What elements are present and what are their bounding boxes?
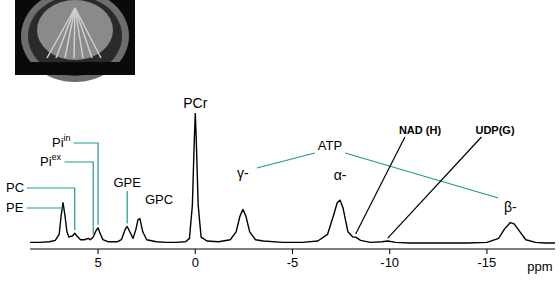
peak-label-text: GPC xyxy=(145,192,173,207)
tick-label: -15 xyxy=(478,255,497,270)
tick-mark xyxy=(98,249,99,254)
tick-mark xyxy=(389,249,390,254)
leader-line xyxy=(27,188,75,230)
leader-line xyxy=(27,207,63,208)
peak-label: GPC xyxy=(145,192,173,207)
spectrum-line xyxy=(30,113,555,243)
tick-label: -5 xyxy=(287,255,299,270)
tick-mark xyxy=(195,249,196,254)
peak-label: β- xyxy=(504,199,517,215)
peak-label: UDP(G) xyxy=(475,124,514,136)
peak-label-text: Pi xyxy=(52,135,64,150)
leader-line xyxy=(388,137,482,238)
peak-label: PCr xyxy=(183,95,207,111)
inset-fold xyxy=(65,8,75,58)
peak-label-text: PCr xyxy=(183,95,207,111)
peak-label-text: β- xyxy=(504,199,517,215)
peak-label-text: GPE xyxy=(113,175,141,190)
peak-label-text: Pi xyxy=(40,154,52,169)
peak-label: PC xyxy=(6,180,24,195)
inset-fold xyxy=(74,8,75,58)
leader-line xyxy=(257,153,315,168)
tick-label: -10 xyxy=(380,255,399,270)
inset-fold xyxy=(75,8,92,58)
peak-label-text: ATP xyxy=(318,138,342,153)
tick-mark xyxy=(486,249,487,254)
x-axis: 5 0 -5 -10 -15 ppm xyxy=(30,249,555,274)
peak-label-superscript: ex xyxy=(52,152,62,162)
plot-area xyxy=(30,113,555,243)
peak-label: Piex xyxy=(40,152,62,169)
leader-line xyxy=(127,191,128,224)
inset-tissue xyxy=(37,0,113,60)
peak-label-superscript: in xyxy=(64,133,71,143)
inset-fold xyxy=(56,8,75,58)
leader-line xyxy=(356,137,405,234)
peak-label-text: NAD (H) xyxy=(399,124,441,136)
annotations: PEPCPiexPiinGPEGPCPCrγ-ATPα-NAD (H)UDP(G… xyxy=(6,95,517,238)
inset-fold xyxy=(47,8,75,58)
peak-label-text: PE xyxy=(6,200,24,215)
leader-line xyxy=(74,143,98,225)
peak-label-text: γ- xyxy=(237,165,249,181)
peak-label: NAD (H) xyxy=(399,124,441,136)
peak-label: γ- xyxy=(237,165,249,181)
peak-label: PE xyxy=(6,200,24,215)
tick-mark xyxy=(292,249,293,254)
tick-label: 0 xyxy=(192,255,199,270)
peak-label: α- xyxy=(334,167,347,183)
inset-image xyxy=(15,0,135,82)
leader-line xyxy=(65,162,94,234)
inset-fold xyxy=(75,8,101,58)
leader-line xyxy=(345,153,498,198)
peak-label: Piin xyxy=(52,133,71,150)
peak-label-text: α- xyxy=(334,167,347,183)
peak-label-text: PC xyxy=(6,180,24,195)
tick-label: 5 xyxy=(94,255,101,270)
peak-label: ATP xyxy=(318,138,342,153)
axis-label: ppm xyxy=(527,259,552,274)
chart: 50-5-10-15ppmPEPCPiexPiinGPEGPCPCrγ-ATPα… xyxy=(0,0,560,281)
peak-label: GPE xyxy=(113,175,141,190)
peak-label-text: UDP(G) xyxy=(475,124,514,136)
inset-mask xyxy=(15,62,135,75)
